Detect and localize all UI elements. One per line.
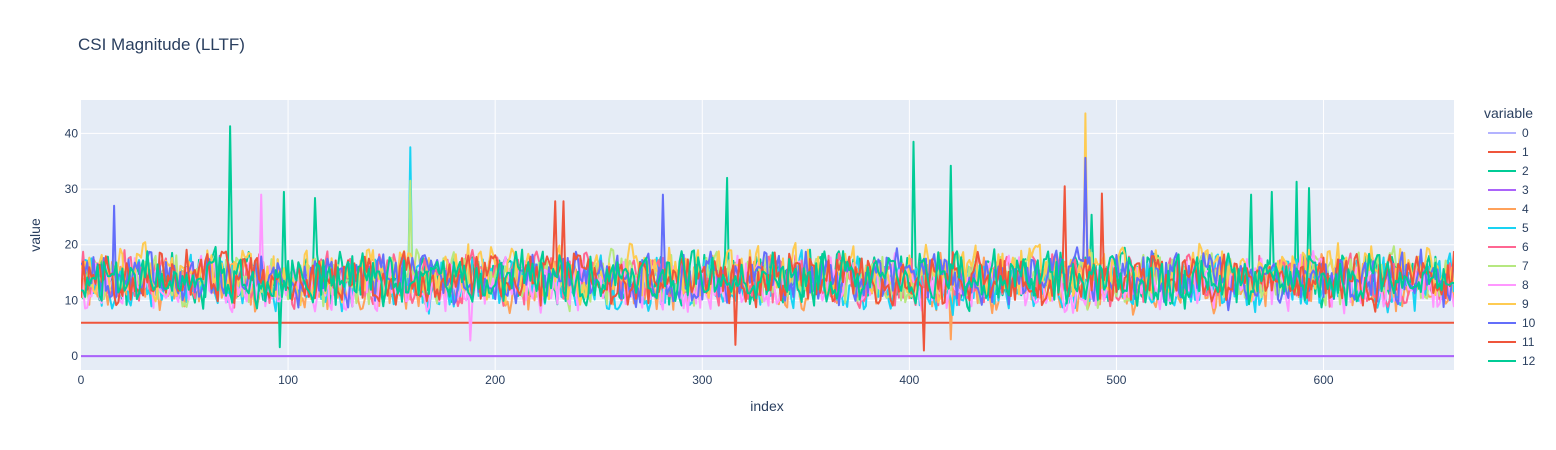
- legend-item-3[interactable]: 3: [1488, 183, 1529, 197]
- legend-label: 9: [1522, 297, 1529, 311]
- legend-item-1[interactable]: 1: [1488, 145, 1529, 159]
- y-tick-label: 0: [71, 349, 78, 363]
- x-tick-label: 300: [692, 373, 712, 387]
- legend-item-0[interactable]: 0: [1488, 126, 1529, 140]
- x-tick-label: 600: [1314, 373, 1334, 387]
- legend-label: 12: [1522, 354, 1536, 368]
- legend-label: 1: [1522, 145, 1529, 159]
- chart-title: CSI Magnitude (LLTF): [78, 35, 245, 54]
- legend-label: 7: [1522, 259, 1529, 273]
- y-tick-label: 20: [65, 238, 79, 252]
- x-tick-label: 500: [1106, 373, 1126, 387]
- y-tick-label: 40: [65, 126, 79, 140]
- legend-item-11[interactable]: 11: [1488, 335, 1535, 349]
- legend-label: 8: [1522, 278, 1529, 292]
- y-tick-label: 10: [65, 293, 79, 307]
- legend-item-8[interactable]: 8: [1488, 278, 1529, 292]
- legend-item-4[interactable]: 4: [1488, 202, 1529, 216]
- legend-label: 3: [1522, 183, 1529, 197]
- x-tick-label: 100: [278, 373, 298, 387]
- legend-item-2[interactable]: 2: [1488, 164, 1529, 178]
- plot-background: [81, 100, 1454, 370]
- x-tick-label: 200: [485, 373, 505, 387]
- y-axis-ticks: 0 10 20 30 40: [65, 126, 79, 363]
- legend-label: 6: [1522, 240, 1529, 254]
- legend-title: variable: [1484, 105, 1533, 121]
- y-tick-label: 30: [65, 182, 79, 196]
- legend-item-9[interactable]: 9: [1488, 297, 1529, 311]
- legend-item-12[interactable]: 12: [1488, 354, 1536, 368]
- series-lines: [81, 112, 1454, 358]
- legend-item-6[interactable]: 6: [1488, 240, 1529, 254]
- legend-item-10[interactable]: 10: [1488, 316, 1536, 330]
- legend-label: 0: [1522, 126, 1529, 140]
- x-axis-ticks: 0 100 200 300 400 500 600: [78, 373, 1334, 387]
- legend-label: 11: [1522, 335, 1535, 349]
- legend-item-5[interactable]: 5: [1488, 221, 1529, 235]
- legend-label: 2: [1522, 164, 1529, 178]
- y-axis-title: value: [27, 218, 43, 252]
- legend-label: 10: [1522, 316, 1536, 330]
- legend-label: 5: [1522, 221, 1529, 235]
- legend-label: 4: [1522, 202, 1529, 216]
- series-line-12: [81, 248, 1454, 310]
- x-tick-label: 0: [78, 373, 85, 387]
- legend-item-7[interactable]: 7: [1488, 259, 1529, 273]
- x-axis-title: index: [750, 398, 783, 414]
- x-tick-label: 400: [899, 373, 919, 387]
